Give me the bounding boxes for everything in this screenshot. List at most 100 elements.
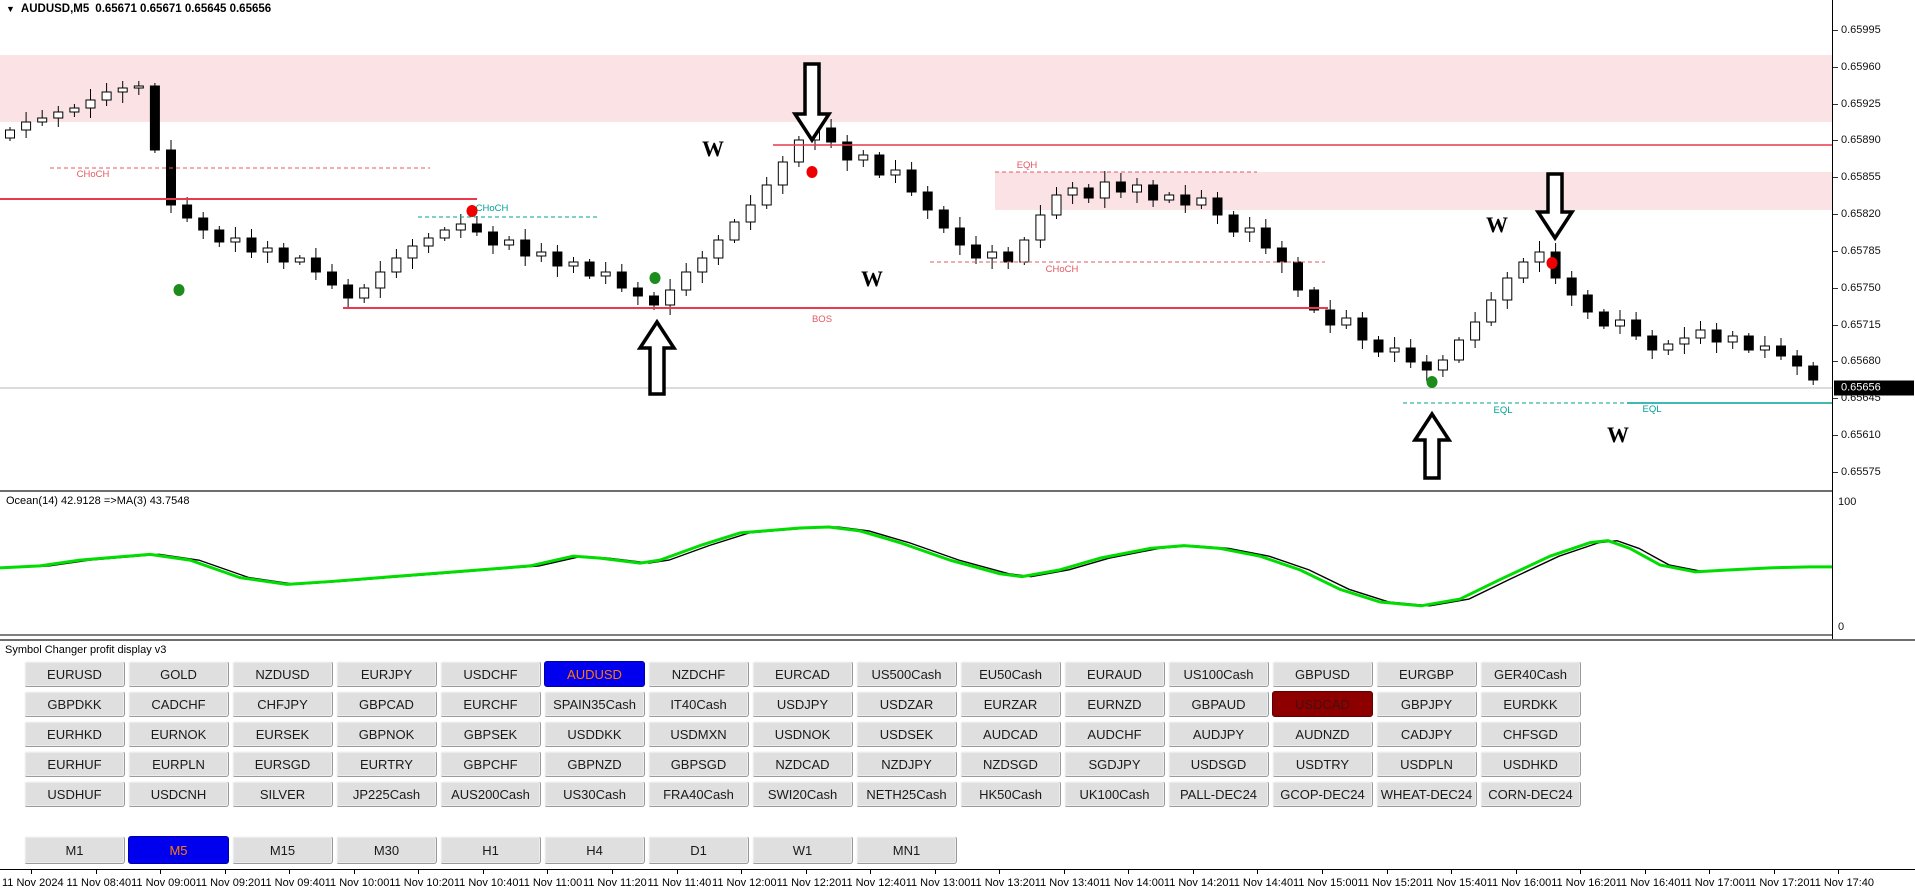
timeframe-button-m5[interactable]: M5 [128, 836, 229, 864]
symbol-button-jp225cash[interactable]: JP225Cash [336, 781, 437, 807]
symbol-button-eurnzd[interactable]: EURNZD [1064, 691, 1165, 717]
symbol-button-gold[interactable]: GOLD [128, 661, 229, 687]
candle-bearish [471, 223, 482, 233]
symbol-button-gbpcad[interactable]: GBPCAD [336, 691, 437, 717]
symbol-button-cadchf[interactable]: CADCHF [128, 691, 229, 717]
candle-bullish [1695, 329, 1706, 339]
symbol-button-usdcnh[interactable]: USDCNH [128, 781, 229, 807]
timeframe-button-m15[interactable]: M15 [232, 836, 333, 864]
candle-bullish [987, 251, 998, 259]
symbol-button-eurusd[interactable]: EURUSD [24, 661, 125, 687]
symbol-button-audchf[interactable]: AUDCHF [1064, 721, 1165, 747]
symbol-button-nzdsgd[interactable]: NZDSGD [960, 751, 1061, 777]
symbol-button-aus200cash[interactable]: AUS200Cash [440, 781, 541, 807]
symbol-button-us100cash[interactable]: US100Cash [1168, 661, 1269, 687]
symbol-button-eurjpy[interactable]: EURJPY [336, 661, 437, 687]
symbol-button-pall-dec24[interactable]: PALL-DEC24 [1168, 781, 1269, 807]
symbol-button-silver[interactable]: SILVER [232, 781, 333, 807]
symbol-button-spain35cash[interactable]: SPAIN35Cash [544, 691, 645, 717]
timeframe-button-m1[interactable]: M1 [24, 836, 125, 864]
symbol-button-nzdcad[interactable]: NZDCAD [752, 751, 853, 777]
symbol-button-eurhkd[interactable]: EURHKD [24, 721, 125, 747]
symbol-button-usdhkd[interactable]: USDHKD [1480, 751, 1581, 777]
symbol-button-gcop-dec24[interactable]: GCOP-DEC24 [1272, 781, 1373, 807]
symbol-button-gbpjpy[interactable]: GBPJPY [1376, 691, 1477, 717]
symbol-button-usdhuf[interactable]: USDHUF [24, 781, 125, 807]
price-axis-label: 0.65715 [1841, 318, 1881, 331]
symbol-button-usdpln[interactable]: USDPLN [1376, 751, 1477, 777]
symbol-button-eurdkk[interactable]: EURDKK [1480, 691, 1581, 717]
symbol-button-euraud[interactable]: EURAUD [1064, 661, 1165, 687]
price-axis-tick [1833, 287, 1838, 289]
symbol-button-nzdjpy[interactable]: NZDJPY [856, 751, 957, 777]
symbol-button-ger40cash[interactable]: GER40Cash [1480, 661, 1581, 687]
symbol-button-swi20cash[interactable]: SWI20Cash [752, 781, 853, 807]
symbol-button-eursek[interactable]: EURSEK [232, 721, 333, 747]
candle-bullish [262, 247, 273, 253]
timeframe-button-h4[interactable]: H4 [544, 836, 645, 864]
timeframe-button-d1[interactable]: D1 [648, 836, 749, 864]
symbol-button-nzdchf[interactable]: NZDCHF [648, 661, 749, 687]
symbol-button-eu50cash[interactable]: EU50Cash [960, 661, 1061, 687]
symbol-button-chfjpy[interactable]: CHFJPY [232, 691, 333, 717]
symbol-button-usdmxn[interactable]: USDMXN [648, 721, 749, 747]
symbol-button-usdcad[interactable]: USDCAD [1272, 691, 1373, 717]
symbol-button-eurtry[interactable]: EURTRY [336, 751, 437, 777]
symbol-button-us500cash[interactable]: US500Cash [856, 661, 957, 687]
symbol-button-wheat-dec24[interactable]: WHEAT-DEC24 [1376, 781, 1477, 807]
candle-bearish [632, 287, 643, 297]
symbol-button-eurhuf[interactable]: EURHUF [24, 751, 125, 777]
symbol-button-usdtry[interactable]: USDTRY [1272, 751, 1373, 777]
symbol-button-usdsek[interactable]: USDSEK [856, 721, 957, 747]
symbol-button-sgdjpy[interactable]: SGDJPY [1064, 751, 1165, 777]
timeframe-button-mn1[interactable]: MN1 [856, 836, 957, 864]
symbol-button-gbpaud[interactable]: GBPAUD [1168, 691, 1269, 717]
symbol-button-usdchf[interactable]: USDCHF [440, 661, 541, 687]
symbol-button-audcad[interactable]: AUDCAD [960, 721, 1061, 747]
symbol-button-eurchf[interactable]: EURCHF [440, 691, 541, 717]
collapse-chart-icon[interactable]: ▼ [6, 4, 15, 14]
symbol-button-gbpnok[interactable]: GBPNOK [336, 721, 437, 747]
symbol-button-usdjpy[interactable]: USDJPY [752, 691, 853, 717]
timeframe-button-m30[interactable]: M30 [336, 836, 437, 864]
timeframe-button-h1[interactable]: H1 [440, 836, 541, 864]
symbol-button-nzdusd[interactable]: NZDUSD [232, 661, 333, 687]
symbol-button-eurcad[interactable]: EURCAD [752, 661, 853, 687]
symbol-button-gbpusd[interactable]: GBPUSD [1272, 661, 1373, 687]
symbol-button-neth25cash[interactable]: NETH25Cash [856, 781, 957, 807]
symbol-button-eurzar[interactable]: EURZAR [960, 691, 1061, 717]
symbol-button-hk50cash[interactable]: HK50Cash [960, 781, 1061, 807]
symbol-button-usddkk[interactable]: USDDKK [544, 721, 645, 747]
symbol-button-gbpnzd[interactable]: GBPNZD [544, 751, 645, 777]
time-axis[interactable]: 11 Nov 2024 11 Nov 08:40 11 Nov 09:00 11 No… [0, 869, 1915, 896]
candle-bearish [1631, 319, 1642, 337]
oscillator-panel[interactable] [0, 490, 1841, 637]
structure-label-choch: CHoCH [476, 203, 509, 214]
symbol-button-audnzd[interactable]: AUDNZD [1272, 721, 1373, 747]
symbol-button-eurpln[interactable]: EURPLN [128, 751, 229, 777]
candle-bullish [53, 111, 64, 119]
symbol-button-it40cash[interactable]: IT40Cash [648, 691, 749, 717]
symbol-button-gbpsgd[interactable]: GBPSGD [648, 751, 749, 777]
symbol-button-chfsgd[interactable]: CHFSGD [1480, 721, 1581, 747]
symbol-button-fra40cash[interactable]: FRA40Cash [648, 781, 749, 807]
symbol-button-audjpy[interactable]: AUDJPY [1168, 721, 1269, 747]
symbol-button-usdsgd[interactable]: USDSGD [1168, 751, 1269, 777]
symbol-button-uk100cash[interactable]: UK100Cash [1064, 781, 1165, 807]
symbol-button-gbpchf[interactable]: GBPCHF [440, 751, 541, 777]
time-axis-tick [676, 870, 678, 874]
candlestick-chart[interactable]: CHoCH CHoCH CHoCH EQH BOS EQL EQL W W W W [0, 0, 1832, 490]
symbol-button-eurnok[interactable]: EURNOK [128, 721, 229, 747]
symbol-button-audusd[interactable]: AUDUSD [544, 661, 645, 687]
symbol-button-gbpdkk[interactable]: GBPDKK [24, 691, 125, 717]
price-axis-label: 0.65785 [1841, 244, 1881, 257]
timeframe-button-w1[interactable]: W1 [752, 836, 853, 864]
symbol-button-usdnok[interactable]: USDNOK [752, 721, 853, 747]
symbol-button-eurgbp[interactable]: EURGBP [1376, 661, 1477, 687]
symbol-button-cadjpy[interactable]: CADJPY [1376, 721, 1477, 747]
symbol-button-gbpsek[interactable]: GBPSEK [440, 721, 541, 747]
symbol-button-eursgd[interactable]: EURSGD [232, 751, 333, 777]
symbol-button-corn-dec24[interactable]: CORN-DEC24 [1480, 781, 1581, 807]
symbol-button-usdzar[interactable]: USDZAR [856, 691, 957, 717]
symbol-button-us30cash[interactable]: US30Cash [544, 781, 645, 807]
